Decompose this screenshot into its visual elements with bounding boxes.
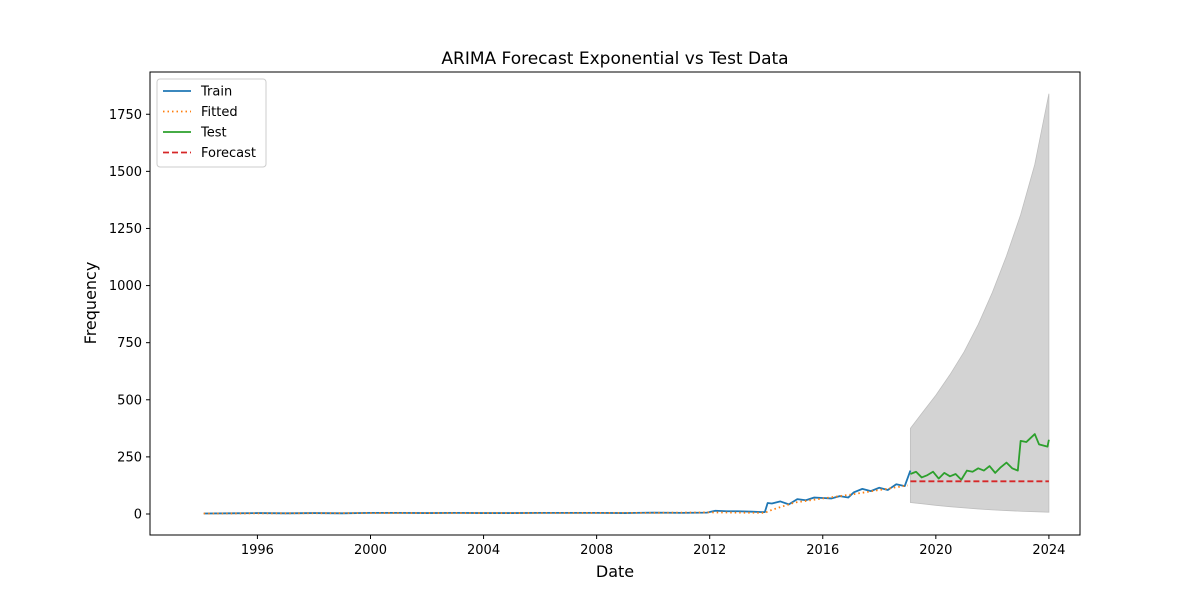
x-tick-label: 2004: [467, 543, 500, 558]
legend-label-forecast: Forecast: [201, 146, 256, 161]
confidence-band-layer: [909, 93, 1050, 513]
x-tick-label: 2020: [919, 543, 952, 558]
x-tick-label: 2008: [580, 543, 613, 558]
y-tick-label: 500: [117, 393, 142, 408]
legend-label-train: Train: [200, 85, 232, 100]
legend-label-fitted: Fitted: [201, 105, 238, 120]
x-tick-label: 2024: [1032, 543, 1065, 558]
x-axis-ticks: 1996 2000 2004 2008 2012 2016 2020 2024: [241, 535, 1065, 558]
x-tick-label: 1996: [241, 543, 274, 558]
y-axis-title: Frequency: [81, 262, 100, 345]
y-tick-label: 0: [134, 507, 142, 522]
y-axis-ticks: 0 250 500 750 1000 1250 1500 1750: [109, 108, 150, 522]
y-tick-label: 1000: [109, 279, 142, 294]
legend-label-test: Test: [200, 126, 227, 141]
y-tick-label: 250: [117, 450, 142, 465]
train-series-line: [203, 470, 912, 515]
test-series-line: [910, 433, 1050, 481]
y-tick-label: 1250: [109, 222, 142, 237]
legend-box: [156, 78, 267, 168]
fitted-series-line: [203, 484, 908, 515]
x-tick-label: 2012: [693, 543, 726, 558]
series-layer: [203, 433, 1050, 515]
x-tick-label: 2000: [354, 543, 387, 558]
legend: Train Fitted Test Forecast: [156, 78, 267, 168]
chart-title: ARIMA Forecast Exponential vs Test Data: [441, 49, 788, 69]
y-tick-label: 1500: [109, 165, 142, 180]
x-axis-title: Date: [596, 562, 634, 581]
y-tick-label: 750: [117, 336, 142, 351]
forecast-confidence-band: [909, 93, 1050, 513]
x-tick-label: 2016: [806, 543, 839, 558]
y-tick-label: 1750: [109, 108, 142, 123]
plot-frame: [149, 71, 1081, 536]
